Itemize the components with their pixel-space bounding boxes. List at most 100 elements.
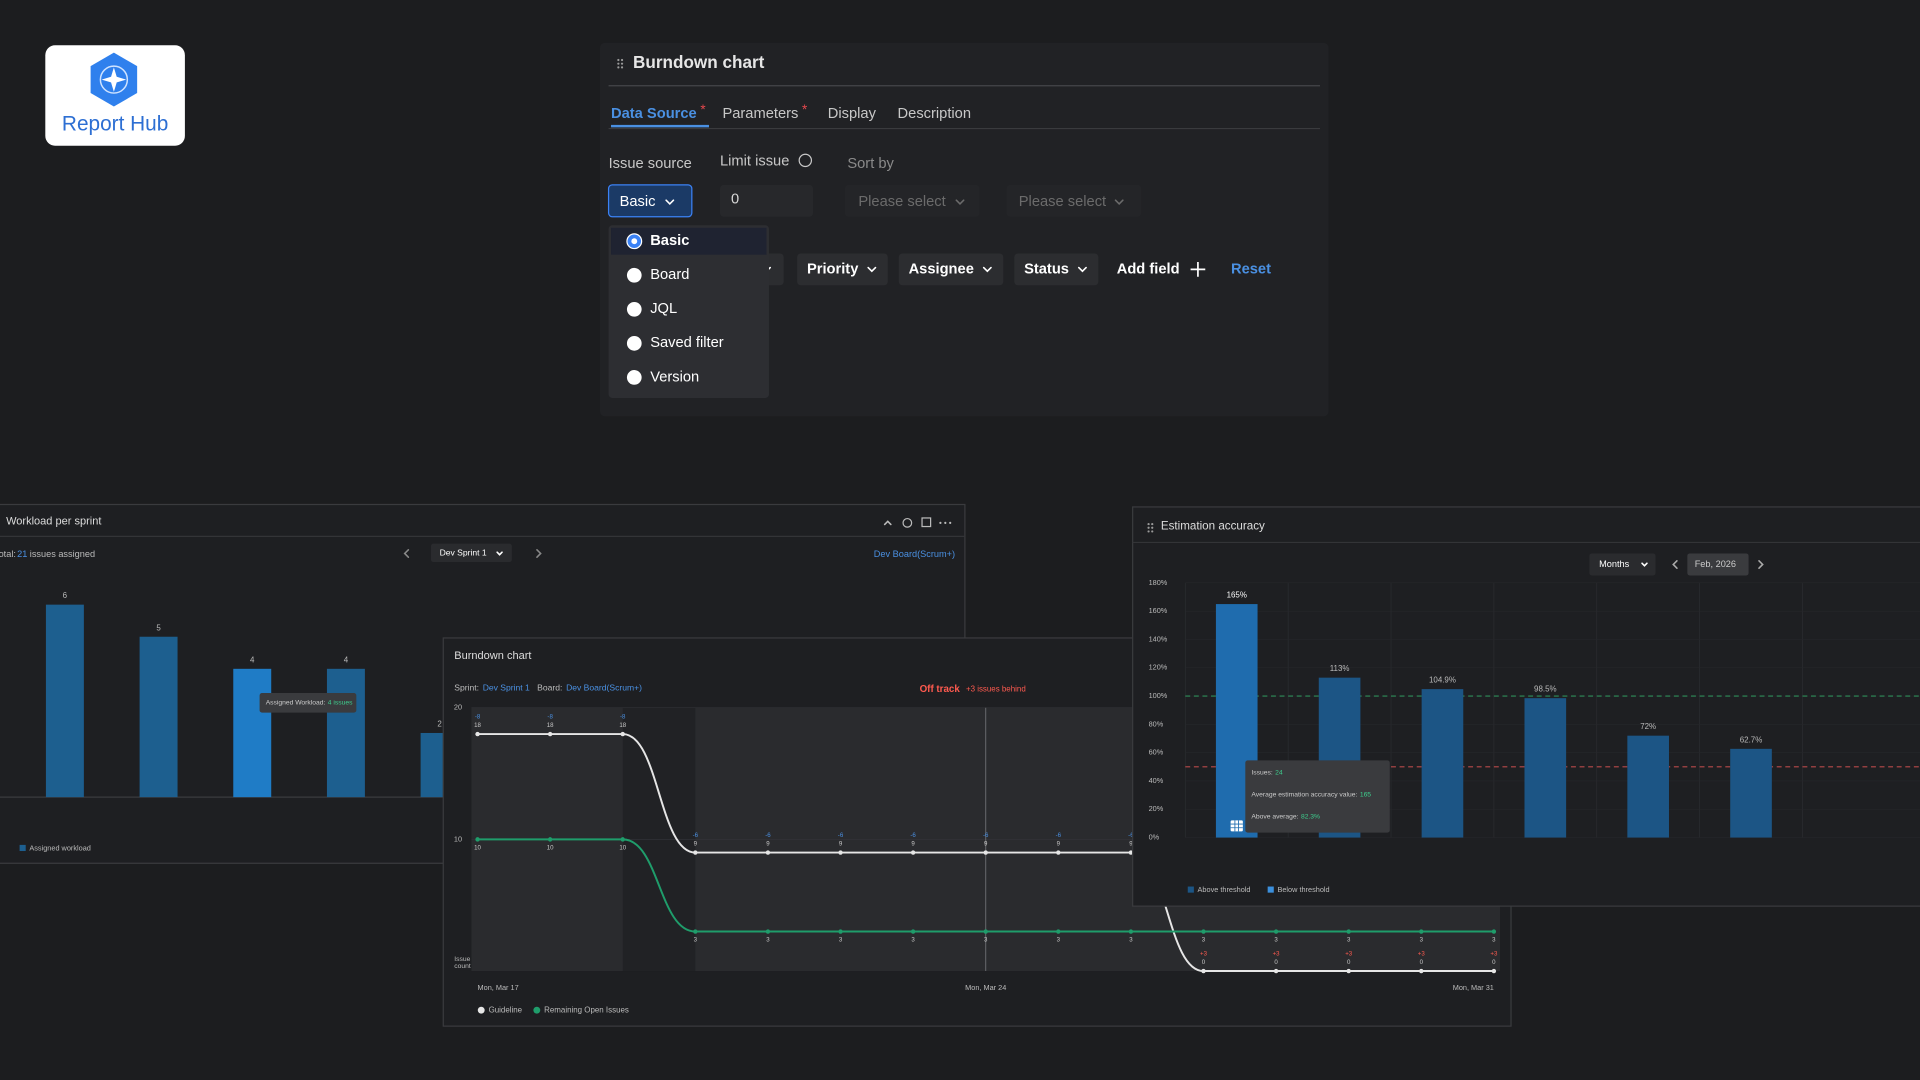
point[interactable] (983, 929, 988, 934)
prev-button[interactable] (403, 549, 410, 558)
delta-label: +3 (1418, 950, 1426, 957)
radio[interactable] (626, 267, 642, 283)
prev-button[interactable] (1672, 560, 1678, 569)
plus-icon[interactable] (1190, 262, 1206, 277)
tab[interactable]: Parameters (722, 106, 798, 122)
radio-dot (631, 238, 638, 245)
date-picker[interactable] (1687, 553, 1749, 576)
point[interactable] (1346, 929, 1351, 934)
point[interactable] (1346, 968, 1351, 974)
point[interactable] (1128, 850, 1134, 855)
option[interactable]: Version (650, 369, 699, 385)
board-link[interactable]: Dev Board(Scrum+) (874, 549, 955, 559)
legend-swatch (477, 1006, 485, 1014)
point-label: 3 (1202, 937, 1206, 944)
bar[interactable] (1524, 698, 1567, 838)
y-tick-label: 160% (1149, 606, 1168, 615)
tab[interactable]: Display (828, 106, 877, 122)
bar[interactable] (233, 668, 272, 798)
bar[interactable] (1627, 735, 1669, 838)
next-button[interactable] (536, 549, 542, 558)
option[interactable]: Basic (650, 233, 689, 249)
point-label: 0 (1420, 959, 1424, 966)
more-icon[interactable] (939, 521, 942, 524)
bar[interactable] (326, 668, 365, 798)
point[interactable] (1419, 968, 1424, 974)
point-label: 0 (1347, 959, 1351, 966)
point[interactable] (838, 929, 843, 934)
select[interactable] (1006, 184, 1142, 217)
point[interactable] (765, 850, 771, 855)
tab[interactable]: Description (898, 106, 971, 122)
select[interactable] (607, 184, 693, 218)
more-icon[interactable] (944, 521, 947, 524)
option[interactable]: Saved filter (650, 335, 724, 351)
point-label: 3 (1274, 937, 1278, 944)
point[interactable] (620, 837, 625, 842)
value-label: 72% (1640, 722, 1656, 731)
point[interactable] (838, 850, 843, 855)
add-field[interactable]: Add field (1117, 261, 1180, 277)
bar[interactable] (1730, 748, 1772, 838)
option[interactable]: JQL (650, 301, 677, 317)
point[interactable] (983, 850, 988, 855)
reset-button[interactable]: Reset (1231, 261, 1271, 277)
radio[interactable] (626, 301, 642, 317)
logo-text: Report Hub (62, 112, 168, 135)
status-detail: +3 issues behind (966, 684, 1026, 693)
value-label: 2 (437, 720, 442, 729)
filter-button[interactable] (797, 253, 888, 286)
point[interactable] (1201, 929, 1206, 934)
input[interactable] (720, 184, 814, 217)
select[interactable] (844, 184, 980, 217)
more-icon[interactable] (949, 521, 952, 524)
tooltip-label: Above average: (1251, 814, 1298, 821)
delta-label: -6 (693, 832, 699, 839)
fullscreen-icon[interactable] (921, 517, 932, 528)
select[interactable] (1589, 553, 1656, 576)
drag-handle-dot (617, 62, 620, 65)
tab-underline (611, 124, 709, 128)
bar[interactable] (1421, 689, 1464, 838)
refresh-icon[interactable] (902, 517, 913, 528)
point[interactable] (475, 731, 480, 737)
collapse-icon[interactable] (883, 520, 892, 526)
point[interactable] (910, 929, 916, 934)
select[interactable] (431, 543, 512, 563)
point[interactable] (1273, 968, 1279, 974)
point[interactable] (1491, 929, 1497, 934)
point-label: 3 (984, 937, 988, 944)
bar[interactable] (139, 636, 178, 798)
point[interactable] (475, 837, 480, 842)
filter-button[interactable] (1014, 253, 1099, 286)
radio[interactable] (626, 336, 642, 351)
next-button[interactable] (1758, 560, 1764, 569)
option[interactable]: Board (650, 267, 689, 283)
drag-handle-dot (1147, 526, 1150, 529)
y-tick-label: 180% (1149, 578, 1168, 587)
drag-handle-dot (1151, 530, 1154, 533)
legend-swatch (19, 844, 26, 852)
point[interactable] (910, 850, 916, 855)
point[interactable] (1056, 929, 1061, 934)
point[interactable] (1419, 929, 1424, 934)
radio[interactable] (626, 370, 642, 385)
point[interactable] (547, 731, 553, 737)
tab[interactable]: Data Source (611, 106, 697, 122)
point[interactable] (1491, 968, 1497, 974)
caret (496, 551, 503, 556)
point[interactable] (1056, 850, 1061, 855)
point[interactable] (693, 850, 698, 855)
point[interactable] (620, 731, 625, 737)
caret (867, 266, 877, 273)
filter-button[interactable] (898, 253, 1004, 286)
point[interactable] (547, 837, 553, 842)
point[interactable] (765, 929, 771, 934)
point[interactable] (693, 929, 698, 934)
point[interactable] (1201, 968, 1206, 974)
bar[interactable] (45, 604, 84, 798)
point-label: 3 (694, 937, 698, 944)
point-label: 3 (1420, 937, 1424, 944)
point[interactable] (1273, 929, 1279, 934)
point[interactable] (1128, 929, 1134, 934)
